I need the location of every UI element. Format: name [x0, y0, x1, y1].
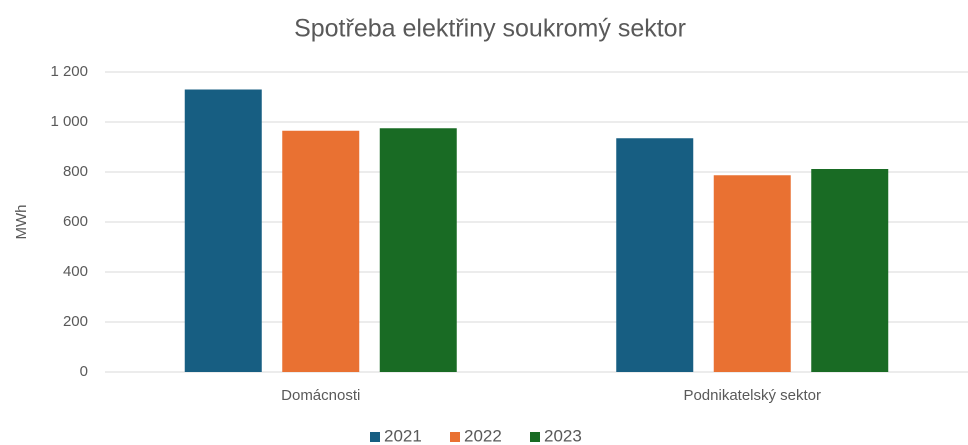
legend-label: 2021 [384, 426, 422, 445]
bar [713, 175, 791, 372]
legend-label: 2023 [544, 426, 582, 445]
y-tick-label: 1 000 [50, 113, 88, 130]
legend-swatch [450, 432, 460, 442]
x-tick-label: Domácnosti [281, 387, 360, 404]
legend-swatch [530, 432, 540, 442]
bar [616, 138, 694, 372]
y-tick-label: 200 [63, 313, 88, 330]
y-tick-label: 600 [63, 213, 88, 230]
bar [184, 89, 262, 372]
legend-swatch [370, 432, 380, 442]
bar [379, 128, 457, 372]
x-tick-label: Podnikatelský sektor [683, 387, 821, 404]
bar [282, 130, 360, 372]
bar [811, 169, 889, 372]
y-tick-label: 0 [80, 363, 88, 380]
y-axis-label: MWh [13, 205, 30, 240]
y-tick-label: 400 [63, 263, 88, 280]
y-tick-label: 1 200 [50, 63, 88, 80]
legend-label: 2022 [464, 426, 502, 445]
chart-title: Spotřeba elektřiny soukromý sektor [294, 15, 686, 43]
y-tick-label: 800 [63, 163, 88, 180]
